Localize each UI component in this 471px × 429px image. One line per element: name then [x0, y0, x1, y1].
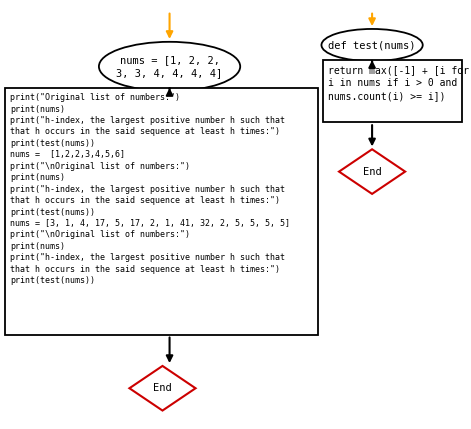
Text: def test(nums): def test(nums) — [328, 40, 416, 50]
Ellipse shape — [99, 42, 240, 91]
Bar — [5, 88, 318, 335]
Bar — [323, 60, 462, 122]
Polygon shape — [339, 149, 405, 194]
Ellipse shape — [322, 29, 423, 61]
Text: nums = [1, 2, 2,
3, 3, 4, 4, 4, 4]: nums = [1, 2, 2, 3, 3, 4, 4, 4, 4] — [116, 55, 223, 78]
Text: print("Original list of numbers:")
print(nums)
print("h-index, the largest posit: print("Original list of numbers:") print… — [10, 93, 290, 285]
Text: return max([-1] + [i for
i in nums if i > 0 and
nums.count(i) >= i]): return max([-1] + [i for i in nums if i … — [328, 65, 469, 101]
Text: End: End — [153, 383, 172, 393]
Text: End: End — [363, 166, 382, 177]
Polygon shape — [130, 366, 195, 411]
